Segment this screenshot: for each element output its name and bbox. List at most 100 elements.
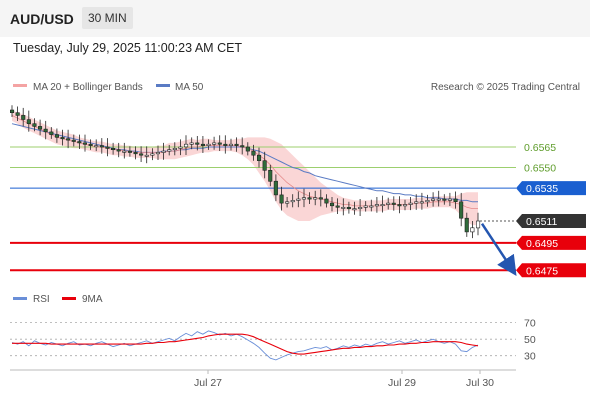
candle-body: [32, 123, 37, 127]
candle-body: [419, 201, 424, 204]
forecast-arrow: [480, 223, 517, 276]
candle-body: [234, 143, 239, 146]
candle-body: [122, 150, 127, 153]
candle-body: [77, 141, 82, 144]
candlesticks: [10, 105, 481, 239]
level-tag-shape: [516, 263, 586, 278]
candle-body: [324, 198, 329, 204]
candle-body: [37, 126, 43, 130]
candle-body: [212, 142, 217, 145]
candle-body: [240, 145, 245, 148]
candle-body: [430, 198, 436, 201]
level-tags: 0.6565 0.6550 0.6535 0.6511 0.6495 0.6475: [516, 142, 586, 277]
candle-body: [464, 217, 469, 233]
candle-body: [139, 153, 144, 156]
candle-body: [402, 204, 408, 207]
level-label: 0.6565: [524, 142, 556, 154]
level-tag-label: 0.6511: [526, 216, 557, 228]
level-tag: 0.6535: [516, 181, 586, 195]
candle-body: [301, 197, 307, 200]
rsi-tick-label: 50: [524, 334, 536, 346]
x-axis: Jul 27 Jul 29 Jul 30: [194, 370, 494, 389]
candle-body: [251, 150, 256, 156]
candle-body: [21, 115, 26, 120]
candle-body: [318, 197, 323, 200]
datetime-label: Tuesday, July 29, 2025 11:00:23 AM CET: [13, 41, 243, 55]
candle-body: [88, 143, 93, 146]
candle-body: [223, 143, 228, 146]
candle-body: [116, 149, 121, 152]
candle-body: [245, 146, 250, 152]
rsi-grid: 70 50 30: [10, 318, 536, 363]
ma20-legend-swatch: [13, 84, 27, 87]
rsi-panel: [11, 330, 479, 361]
candle-body: [99, 145, 104, 148]
candle-body: [313, 197, 318, 200]
level-tag-shape: [516, 181, 586, 196]
candle-body: [43, 128, 48, 133]
candle-body: [397, 204, 402, 207]
candle-body: [369, 205, 374, 208]
level-tag-shape: [516, 213, 586, 228]
candle-body: [352, 208, 357, 211]
candle-body: [436, 198, 441, 201]
candle-body: [82, 142, 87, 145]
candle-body: [470, 227, 475, 233]
candle-body: [380, 204, 385, 207]
candle-body: [290, 200, 295, 203]
candle-body: [459, 201, 464, 219]
x-tick-label: Jul 30: [466, 377, 494, 389]
credit-label: Research © 2025 Trading Central: [431, 82, 580, 93]
timeframe-badge[interactable]: 30 MIN: [82, 7, 133, 29]
rsi-legend-label: RSI: [33, 294, 50, 305]
candle-body: [475, 220, 481, 229]
candle-body: [408, 202, 413, 205]
header-bar: AUD/USD 30 MIN: [0, 0, 590, 37]
forecast-arrow-line: [480, 223, 517, 276]
ma50-line: [11, 123, 478, 203]
candle-body: [94, 145, 99, 148]
ma50-legend-swatch: [156, 84, 170, 87]
candle-body: [262, 160, 267, 171]
level-tag-label: 0.6475: [526, 265, 558, 277]
rsi-ma-legend-label: 9MA: [82, 294, 103, 305]
candle-body: [307, 197, 312, 200]
instrument-title: AUD/USD: [10, 11, 74, 27]
candle-body: [167, 149, 172, 152]
candle-body: [374, 204, 380, 207]
candle-body: [178, 146, 183, 149]
candle-body: [217, 142, 222, 145]
level-tag: 0.6475: [516, 263, 586, 277]
candle-body: [386, 202, 391, 205]
rsi-ma-legend-swatch: [62, 297, 76, 300]
candle-body: [363, 205, 368, 208]
rsi-ma-line: [12, 333, 479, 355]
level-tag-shape: [516, 235, 586, 250]
candle-body: [256, 154, 262, 161]
candle-body: [273, 180, 278, 196]
candle-body: [54, 134, 60, 138]
candle-body: [111, 148, 116, 151]
candle-body: [133, 152, 138, 155]
candle-body: [279, 194, 284, 204]
level-tag: 0.6495: [516, 235, 586, 250]
ma50-legend-label: MA 50: [175, 82, 204, 93]
rsi-tick-label: 70: [524, 318, 536, 330]
candle-body: [60, 137, 65, 140]
candle-body: [296, 198, 301, 201]
candle-body: [346, 207, 351, 210]
candle-body: [447, 198, 453, 201]
ma20-legend-label: MA 20 + Bollinger Bands: [33, 82, 143, 93]
candle-body: [442, 198, 447, 201]
rsi-legend-swatch: [13, 297, 27, 300]
level-tag-label: 0.6495: [526, 238, 558, 250]
rsi-line: [11, 330, 479, 361]
x-tick-label: Jul 27: [194, 377, 222, 389]
candle-body: [414, 201, 419, 204]
level-tag: 0.6511: [516, 213, 586, 228]
candle-body: [195, 142, 200, 145]
candle-body: [155, 152, 160, 155]
candle-body: [425, 200, 430, 203]
candle-body: [150, 153, 155, 156]
level-tag-label: 0.6535: [526, 183, 558, 195]
